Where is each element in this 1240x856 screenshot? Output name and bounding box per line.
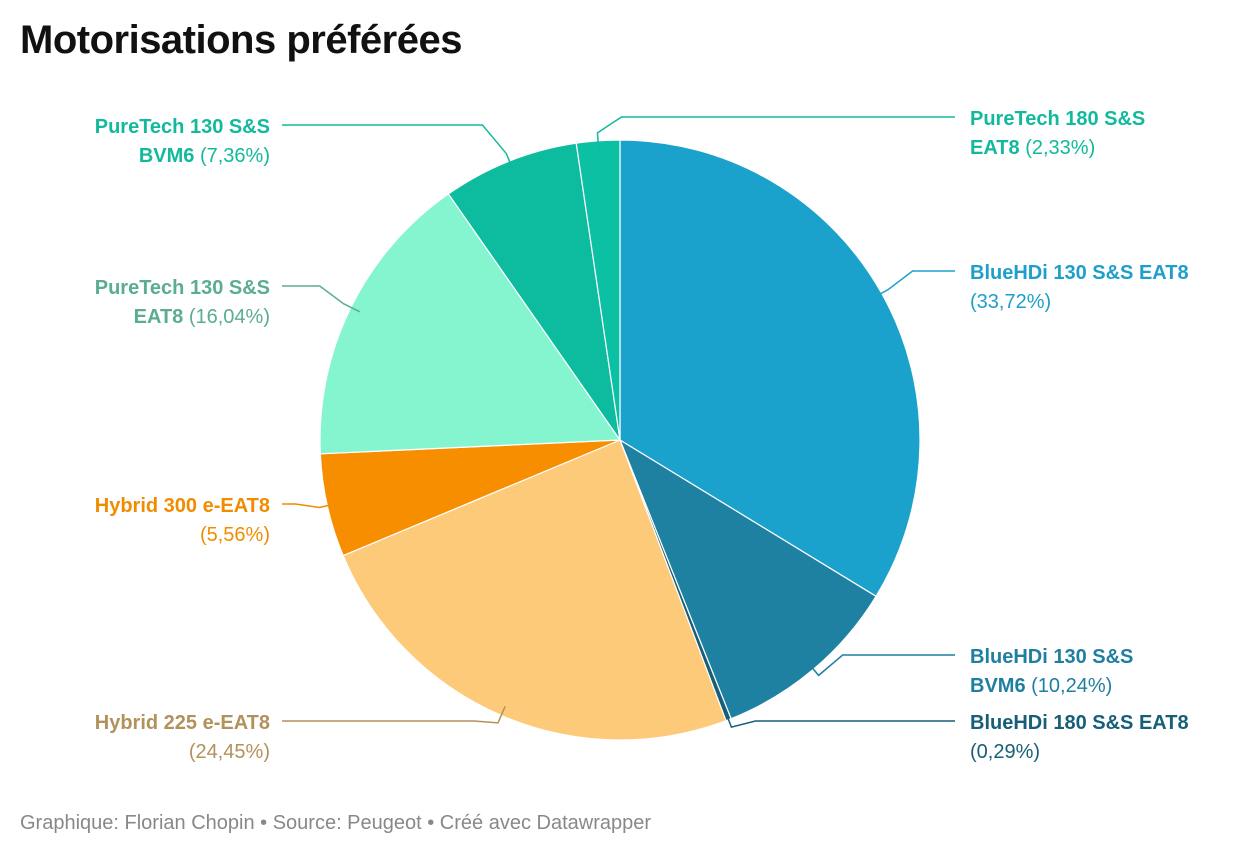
pie-slices (319, 139, 921, 741)
slice-label: BlueHDi 130 S&S BVM6 (10,24%) (970, 646, 1133, 697)
slice-label-line: PureTech 180 S&S (970, 108, 1145, 130)
slice-label-line: BlueHDi 130 S&S EAT8 (970, 262, 1189, 284)
chart-title: Motorisations préférées (20, 18, 462, 62)
slice-label-line: BVM6 (10,24%) (970, 675, 1112, 697)
slice-label-name: PureTech 130 S&S (95, 116, 270, 138)
slice-label-name: EAT8 (134, 306, 184, 328)
leader-line (806, 654, 955, 677)
leader-line (282, 705, 506, 724)
slice-label: Hybrid 300 e-EAT8 (5,56%) (95, 495, 270, 546)
leader-lines (282, 116, 955, 729)
slice-label-line: BlueHDi 130 S&S (970, 646, 1133, 668)
slice-label-name: PureTech 130 S&S (95, 277, 270, 299)
slice-label-name: BlueHDi 180 S&S EAT8 (970, 712, 1189, 734)
slice-label-value: (16,04%) (183, 306, 270, 328)
slice-label-name: BVM6 (139, 145, 195, 167)
slice-label-line: Hybrid 300 e-EAT8 (95, 495, 270, 517)
slice-label: BlueHDi 180 S&S EAT8 (0,29%) (970, 712, 1189, 763)
slice-label: BlueHDi 130 S&S EAT8 (33,72%) (970, 262, 1189, 313)
slice-label-name: EAT8 (970, 137, 1020, 159)
chart-footer: Graphique: Florian Chopin • Source: Peug… (20, 812, 652, 834)
slice-label-line: PureTech 130 S&S (95, 116, 270, 138)
slice-label-value: (5,56%) (200, 524, 270, 546)
slice-label-line: BlueHDi 180 S&S EAT8 (970, 712, 1189, 734)
leader-line (596, 116, 955, 151)
slice-label-value: (33,72%) (970, 291, 1051, 313)
slice-label-name: BVM6 (970, 675, 1026, 697)
slice-label-name: PureTech 180 S&S (970, 108, 1145, 130)
leader-line (282, 502, 338, 509)
slice-label: Hybrid 225 e-EAT8 (24,45%) (95, 712, 270, 763)
slice-label-line: Hybrid 225 e-EAT8 (95, 712, 270, 734)
slice-label-line: EAT8 (2,33%) (970, 137, 1095, 159)
slice-label-name: BlueHDi 130 S&S EAT8 (970, 262, 1189, 284)
slice-label-value: (7,36%) (194, 145, 270, 167)
slice-label: PureTech 130 S&S EAT8 (16,04%) (95, 277, 270, 328)
slice-label-value: (0,29%) (970, 741, 1040, 763)
leader-line (282, 285, 361, 313)
slice-label-value: (24,45%) (189, 741, 270, 763)
slice-label-name: Hybrid 225 e-EAT8 (95, 712, 270, 734)
slice-labels: BlueHDi 130 S&S EAT8(33,72%)BlueHDi 130 … (95, 108, 1189, 763)
slice-label-line: PureTech 130 S&S (95, 277, 270, 299)
slice-label-value: (10,24%) (1026, 675, 1113, 697)
slice-label-name: Hybrid 300 e-EAT8 (95, 495, 270, 517)
slice-label-line: EAT8 (16,04%) (134, 306, 270, 328)
slice-label: PureTech 130 S&S BVM6 (7,36%) (95, 116, 270, 167)
leader-line (724, 710, 955, 729)
slice-label: PureTech 180 S&S EAT8 (2,33%) (970, 108, 1145, 159)
slice-label-name: BlueHDi 130 S&S (970, 646, 1133, 668)
slice-label-value: (2,33%) (1020, 137, 1096, 159)
leader-line (282, 124, 514, 171)
slice-label-line: BVM6 (7,36%) (139, 145, 270, 167)
leader-line (872, 270, 955, 299)
